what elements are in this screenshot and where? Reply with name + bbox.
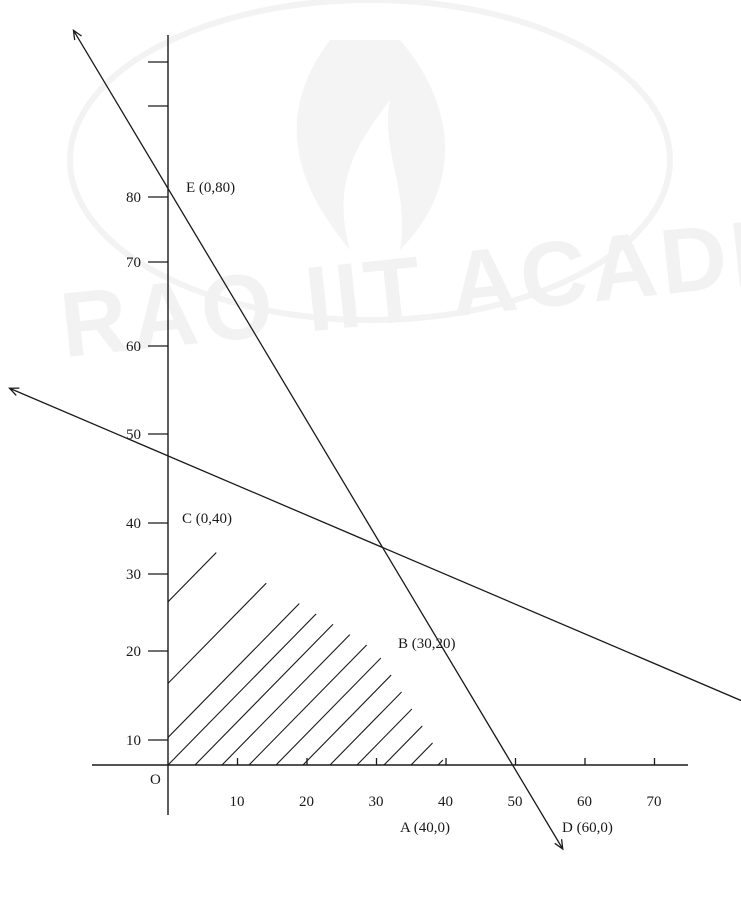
x-tick-label: 30 xyxy=(369,794,384,810)
point-label-d: D (60,0) xyxy=(562,820,613,836)
hatch-line xyxy=(248,523,446,765)
hatch-line xyxy=(410,523,446,765)
point-label-a: A (40,0) xyxy=(400,820,450,836)
hatch-line xyxy=(437,523,446,765)
hatch-line xyxy=(168,523,442,765)
constraint-lines xyxy=(8,28,741,851)
line-cd-arrow-start xyxy=(8,387,20,396)
line-ea xyxy=(72,29,564,850)
y-tick-label: 70 xyxy=(126,255,141,271)
line-ea-arrow-start xyxy=(72,28,82,41)
hatch-line xyxy=(168,523,389,765)
origin-label: O xyxy=(150,772,161,788)
feasible-region-hatching xyxy=(168,523,446,765)
x-tick-label: 70 xyxy=(647,794,662,810)
x-tick-label: 60 xyxy=(577,794,592,810)
hatch-line xyxy=(168,523,309,765)
line-ea-arrow-end xyxy=(554,839,564,851)
x-tick-label: 50 xyxy=(508,794,523,810)
y-tick-label: 10 xyxy=(126,733,141,749)
hatch-line xyxy=(356,523,446,765)
line-cd xyxy=(9,387,741,702)
y-tick-label: 80 xyxy=(126,190,141,206)
watermark-text: RAO IIT ACADEMY xyxy=(56,183,741,377)
point-label-e: E (0,80) xyxy=(186,180,235,196)
watermark-flame xyxy=(296,40,445,250)
x-tick-label: 20 xyxy=(299,794,314,810)
y-tick-label: 30 xyxy=(126,567,141,583)
hatch-line xyxy=(194,523,446,765)
hatch-line xyxy=(275,523,446,765)
hatch-line xyxy=(168,523,229,765)
hatch-line xyxy=(302,523,446,765)
point-label-c: C (0,40) xyxy=(182,511,232,527)
x-ticks: 10 20 30 40 50 60 70 xyxy=(230,758,662,810)
x-tick-label: 10 xyxy=(230,794,245,810)
y-tick-label: 60 xyxy=(126,339,141,355)
y-tick-label: 40 xyxy=(126,516,141,532)
watermark-seal xyxy=(67,0,673,323)
y-tick-label: 20 xyxy=(126,644,141,660)
hatch-line xyxy=(329,523,446,765)
watermark: RAO IIT ACADEMY xyxy=(56,0,741,377)
point-label-b: B (30,20) xyxy=(398,636,456,652)
hatch-line xyxy=(168,523,446,765)
x-tick-label: 40 xyxy=(438,794,453,810)
hatch-line xyxy=(221,523,446,765)
